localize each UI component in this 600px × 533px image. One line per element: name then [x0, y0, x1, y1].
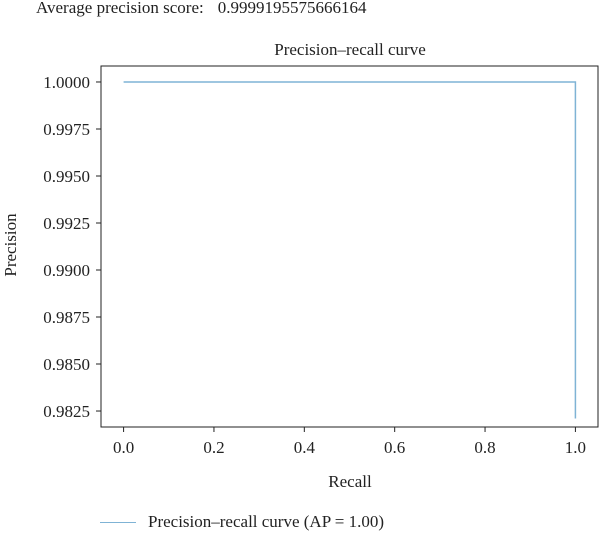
x-tick-label: 1.0 — [565, 438, 586, 457]
y-axis-label: Precision — [1, 213, 20, 277]
legend-label: Precision–recall curve (AP = 1.00) — [148, 512, 385, 531]
y-tick-label: 0.9925 — [43, 214, 90, 233]
series-layer — [123, 81, 577, 419]
y-tick-label: 0.9850 — [43, 355, 90, 374]
y-tick-label: 0.9975 — [43, 120, 90, 139]
x-tick-label: 0.2 — [203, 438, 224, 457]
y-tick-label: 0.9900 — [43, 261, 90, 280]
x-axis-label: Recall — [328, 472, 372, 491]
y-axis-ticks: 1.0000 0.9975 0.9950 0.9925 0.9900 0.9875 0.98… — [43, 73, 101, 421]
x-tick-label: 0.8 — [474, 438, 495, 457]
precision-recall-series-line — [123, 81, 577, 419]
x-tick-label: 0.0 — [113, 438, 134, 457]
y-tick-label: 0.9825 — [43, 402, 90, 421]
average-precision-value: 0.9999195575666164 — [217, 0, 367, 17]
legend: Precision–recall curve (AP = 1.00) — [100, 512, 384, 532]
x-tick-label: 0.6 — [384, 438, 405, 457]
x-axis-ticks: 0.0 0.2 0.4 0.6 0.8 1.0 — [113, 427, 586, 457]
legend-swatch — [100, 521, 136, 523]
y-tick-label: 0.9950 — [43, 167, 90, 186]
x-tick-label: 0.4 — [294, 438, 316, 457]
y-tick-label: 0.9875 — [43, 308, 90, 327]
average-precision-header: Average precision score: 0.99991955756661… — [36, 0, 366, 18]
average-precision-label: Average precision score: — [36, 0, 204, 17]
chart-title: Precision–recall curve — [274, 40, 426, 59]
plot-frame — [100, 65, 599, 428]
y-tick-label: 1.0000 — [43, 73, 90, 92]
